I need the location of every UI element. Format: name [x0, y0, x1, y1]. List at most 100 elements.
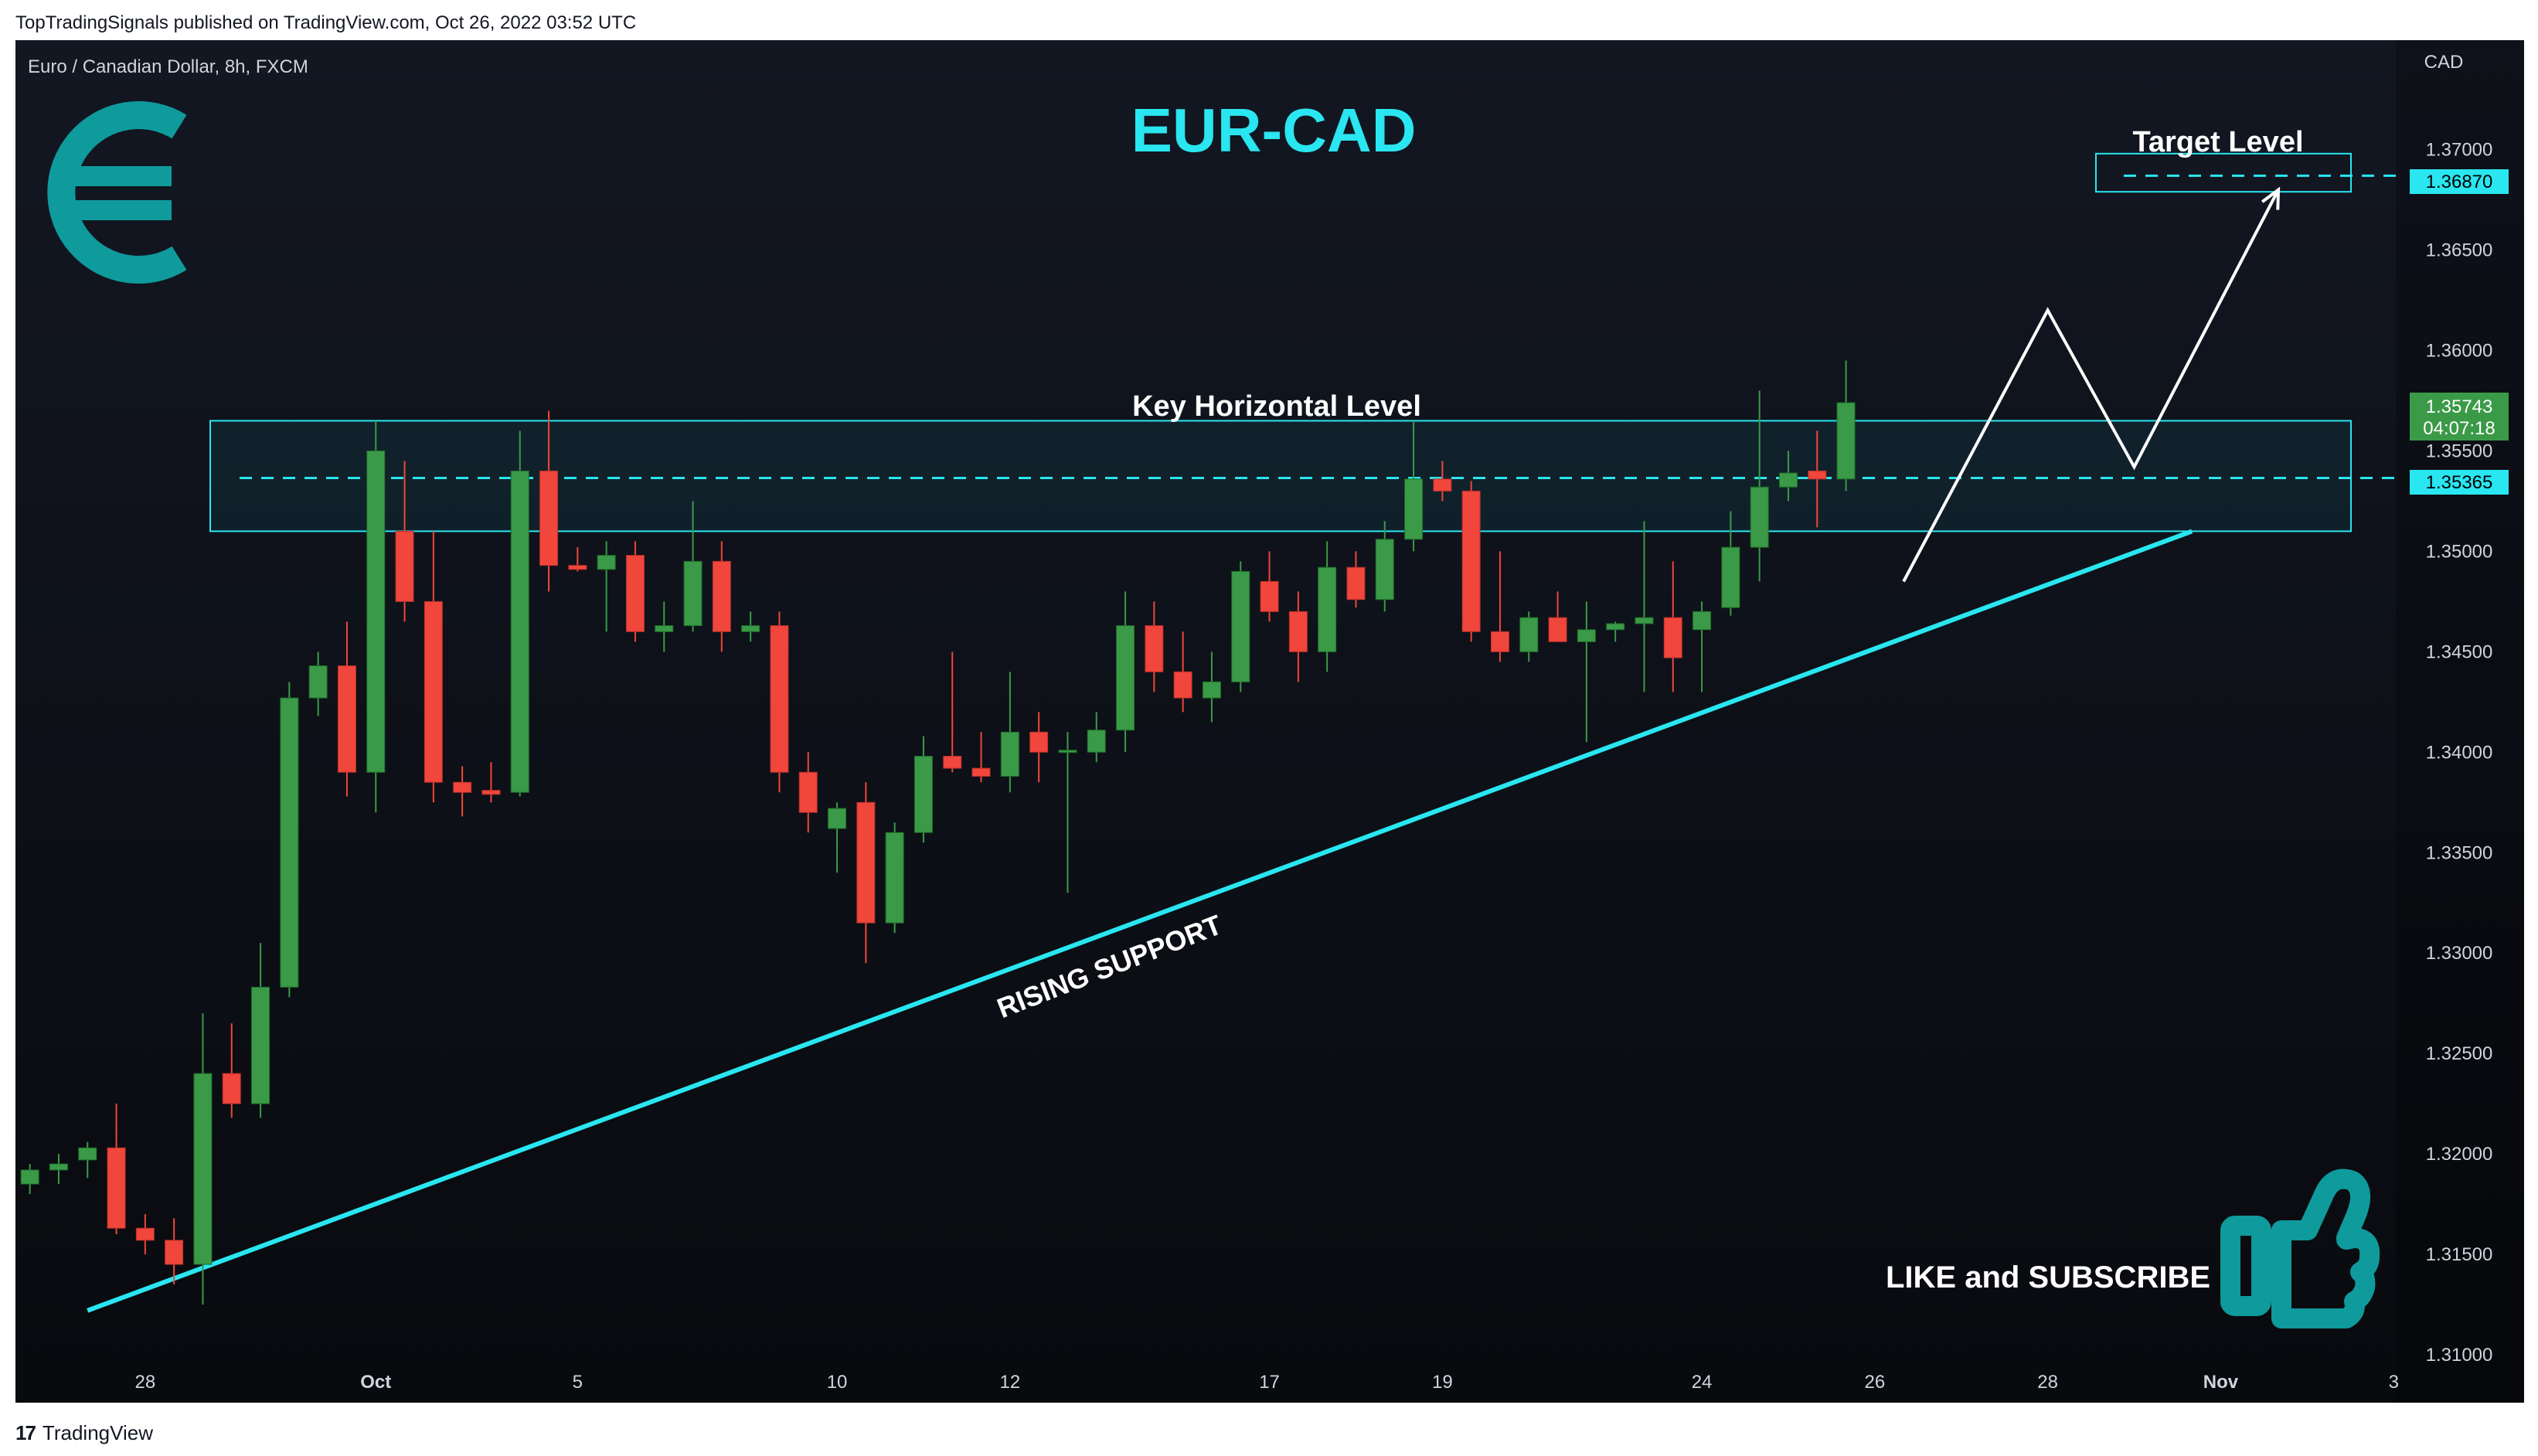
candle-body-13	[395, 530, 414, 602]
candle-39	[1145, 601, 1164, 692]
x-tick-9: 28	[2037, 1372, 2058, 1393]
candle-body-10	[308, 665, 328, 699]
chart-title: EUR-CAD	[1131, 96, 1417, 165]
candle-17	[510, 430, 529, 797]
candle-body-39	[1145, 625, 1164, 672]
candle-32	[943, 651, 962, 773]
candle-2	[78, 1141, 97, 1179]
candle-16	[481, 762, 501, 803]
callout-text: LIKE and SUBSCRIBE	[1886, 1260, 2210, 1294]
candle-body-45	[1318, 566, 1337, 652]
candle-body-32	[943, 755, 962, 769]
candle-61	[1778, 451, 1798, 502]
y-tick-11: 1.31500	[2426, 1244, 2493, 1265]
candle-body-43	[1260, 580, 1279, 612]
candle-body-20	[597, 555, 616, 570]
x-tick-5: 17	[1259, 1372, 1280, 1393]
candle-43	[1260, 551, 1279, 622]
candle-body-25	[741, 625, 760, 632]
candle-body-53	[1548, 617, 1567, 642]
x-tick-7: 24	[1692, 1372, 1713, 1393]
projection-arrowhead	[2261, 186, 2281, 210]
candle-body-16	[481, 790, 501, 795]
candle-21	[625, 541, 645, 642]
symbol-label: Euro / Canadian Dollar, 8h, FXCM	[28, 56, 308, 77]
y-tick-9: 1.32500	[2426, 1043, 2493, 1064]
thumbs-up-icon	[2220, 1169, 2380, 1328]
countdown-text: 04:07:18	[2423, 418, 2495, 439]
current-price-text: 1.35743	[2426, 396, 2493, 417]
price-tag-target: 1.36870	[2410, 169, 2509, 194]
candle-0	[20, 1164, 39, 1195]
candle-24	[712, 541, 731, 652]
candle-48	[1404, 420, 1424, 552]
candle-body-46	[1346, 566, 1366, 600]
candle-body-36	[1058, 750, 1077, 754]
candle-1	[49, 1154, 68, 1185]
y-tick-5: 1.34500	[2426, 641, 2493, 662]
candle-body-52	[1519, 617, 1539, 652]
candle-56	[1635, 521, 1654, 692]
candle-body-19	[568, 565, 587, 570]
candle-46	[1346, 551, 1366, 608]
candle-40	[1173, 631, 1192, 713]
candle-11	[337, 621, 356, 797]
candle-35	[1029, 712, 1049, 783]
candle-body-11	[337, 665, 356, 773]
y-tick-1: 1.36500	[2426, 240, 2493, 261]
x-tick-11: 3	[2389, 1372, 2399, 1393]
key-level-label: Key Horizontal Level	[1132, 390, 1421, 423]
candle-body-49	[1433, 478, 1452, 492]
candle-49	[1433, 461, 1452, 502]
candle-body-27	[798, 771, 818, 813]
candle-body-4	[135, 1227, 155, 1241]
candle-body-61	[1778, 472, 1798, 488]
y-tick-12: 1.31000	[2426, 1345, 2493, 1366]
candle-body-23	[683, 560, 703, 627]
candle-26	[770, 611, 789, 793]
candle-body-7	[222, 1073, 241, 1104]
candle-36	[1058, 732, 1077, 893]
price-tag-current: 1.35743 04:07:18	[2410, 393, 2509, 441]
candle-53	[1548, 591, 1567, 642]
candle-3	[107, 1104, 126, 1235]
x-tick-0: 28	[134, 1372, 155, 1393]
candle-51	[1490, 551, 1509, 662]
projection-path	[1902, 189, 2280, 583]
candle-body-3	[107, 1147, 126, 1229]
candle-58	[1693, 601, 1712, 692]
candle-15	[453, 766, 472, 817]
candle-body-22	[655, 625, 674, 632]
y-tick-4: 1.35000	[2426, 541, 2493, 562]
candle-34	[1000, 672, 1019, 793]
candle-body-31	[913, 755, 933, 833]
y-tick-2: 1.36000	[2426, 341, 2493, 362]
candle-29	[856, 782, 876, 964]
candle-30	[885, 822, 904, 934]
target-price-text: 1.36870	[2426, 172, 2493, 192]
currency-label: CAD	[2424, 52, 2464, 73]
candle-body-41	[1202, 681, 1221, 699]
candle-body-55	[1606, 623, 1625, 631]
candle-body-47	[1375, 539, 1394, 600]
candle-23	[683, 501, 703, 632]
price-tag-key: 1.35365	[2410, 470, 2509, 495]
candle-38	[1116, 591, 1135, 753]
x-tick-1: Oct	[360, 1372, 391, 1393]
candle-18	[539, 410, 559, 592]
published-caption: TopTradingSignals published on TradingVi…	[15, 12, 637, 33]
x-tick-2: 5	[573, 1372, 583, 1393]
candle-body-17	[510, 470, 529, 793]
candle-body-37	[1087, 730, 1106, 753]
candle-body-6	[193, 1073, 213, 1265]
candle-25	[741, 611, 760, 642]
candle-62	[1808, 430, 1827, 528]
footer-brand: TradingView	[42, 1420, 153, 1444]
candle-body-5	[165, 1240, 184, 1265]
price-axis-area	[2396, 40, 2524, 1403]
tradingview-logo: 17	[15, 1420, 36, 1444]
candle-body-14	[424, 600, 443, 783]
candle-5	[165, 1218, 184, 1285]
x-tick-3: 10	[827, 1372, 848, 1393]
